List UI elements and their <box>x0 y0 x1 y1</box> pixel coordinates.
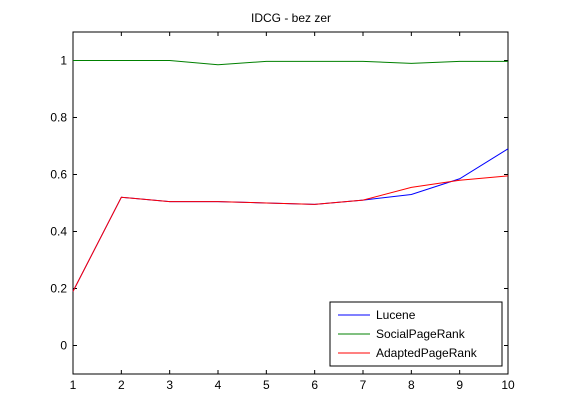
series-line-socialpagerank <box>73 60 508 66</box>
series-line-adaptedpagerank <box>72 175 509 292</box>
x-tick-label: 2 <box>118 378 125 392</box>
y-tick-label: 1 <box>60 54 67 68</box>
y-tick-label: 0 <box>60 339 67 353</box>
x-tick-label: 9 <box>456 378 463 392</box>
x-tick-label: 10 <box>501 378 515 392</box>
y-tick-label: 0.8 <box>50 111 67 125</box>
x-tick-label: 7 <box>360 378 367 392</box>
y-tick-label: 0.6 <box>50 168 67 182</box>
x-tick-label: 8 <box>408 378 415 392</box>
x-tick-label: 5 <box>263 378 270 392</box>
x-tick-label: 4 <box>215 378 222 392</box>
legend-label: Lucene <box>376 308 416 322</box>
legend-label: AdaptedPageRank <box>376 346 478 360</box>
x-tick-label: 1 <box>70 378 77 392</box>
y-tick-label: 0.4 <box>50 225 67 239</box>
legend-label: SocialPageRank <box>376 327 466 341</box>
x-tick-label: 3 <box>166 378 173 392</box>
y-tick-label: 0.2 <box>50 282 67 296</box>
x-tick-label: 6 <box>311 378 318 392</box>
chart-title: IDCG - bez zer <box>251 11 331 25</box>
plot-area: 1 2 3 4 5 6 7 8 9 10 0 0.2 0.4 0.6 0.8 1 Lucene SocialPag… <box>50 31 515 392</box>
